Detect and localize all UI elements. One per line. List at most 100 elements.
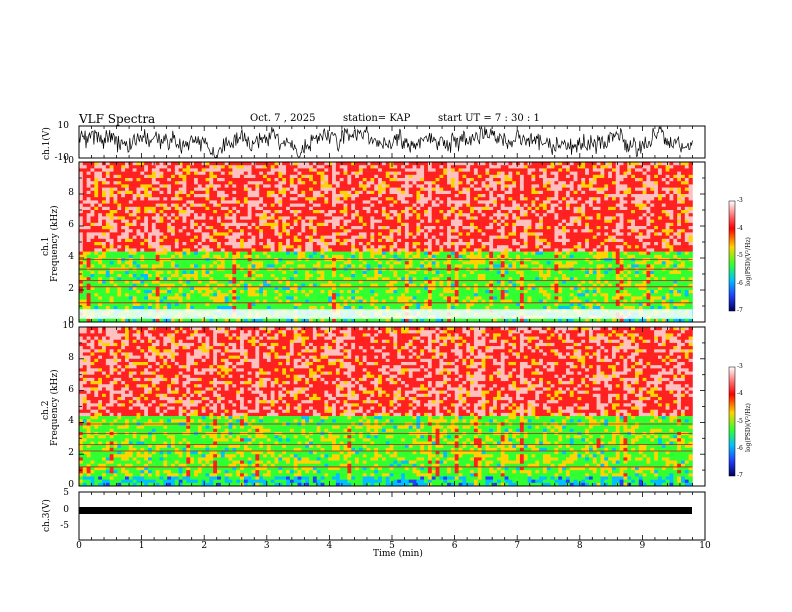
spectrogram-cell <box>224 261 229 265</box>
spectrogram-cell <box>117 264 122 268</box>
spectrogram-cell <box>293 187 298 192</box>
spectrogram-cell <box>385 254 390 259</box>
spectrogram-cell <box>213 165 218 169</box>
spectrogram-cell <box>251 206 256 211</box>
spectrogram-cell <box>213 184 218 188</box>
spectrogram-cell <box>443 302 448 307</box>
spectrogram-cell <box>266 296 272 300</box>
spectrogram-cell <box>159 254 164 259</box>
spectrogram-cell <box>351 293 356 297</box>
spectrogram-cell <box>412 165 417 169</box>
spectrogram-cell <box>412 318 417 323</box>
spectrogram-cell <box>236 213 241 217</box>
spectrogram-cell <box>263 200 268 204</box>
spectrogram-cell <box>447 194 452 198</box>
spectrogram-cell <box>117 206 122 211</box>
spectrogram-cell <box>431 286 436 291</box>
spectrogram-cell <box>159 283 164 288</box>
spectrogram-cell <box>312 261 318 265</box>
spectrogram-cell <box>151 264 156 268</box>
spectrogram-cell <box>286 206 291 211</box>
spectrogram-cell <box>109 274 114 278</box>
spectrogram-cell <box>174 245 179 249</box>
spectrogram-cell <box>339 242 344 246</box>
spectrogram-cell <box>286 277 291 281</box>
spectrogram-cell <box>305 318 310 323</box>
spectrogram-cell <box>251 226 256 230</box>
spectrogram-cell <box>355 235 360 240</box>
spectrogram-cell <box>236 286 241 291</box>
spectrogram-cell <box>347 229 352 233</box>
spectrogram-cell <box>335 222 341 227</box>
spectrogram-cell <box>366 302 371 307</box>
spectrogram-cell <box>228 210 233 214</box>
spectrogram-cell <box>447 178 452 182</box>
spectrogram-cell <box>362 213 367 217</box>
spectrogram-cell <box>374 171 379 176</box>
spectrogram-cell <box>320 181 325 185</box>
spectrogram-cell <box>389 174 394 179</box>
spectrogram-cell <box>374 222 379 227</box>
spectrogram-cell <box>117 216 122 220</box>
spectrogram-cell <box>278 178 283 182</box>
spectrogram-cell <box>125 280 130 284</box>
spectrogram-cell <box>312 222 318 227</box>
spectrogram-cell <box>132 254 137 259</box>
spectrogram-cell <box>328 187 333 192</box>
spectrogram-cell <box>450 229 456 233</box>
spectrogram-cell <box>286 290 291 294</box>
spectrogram-cell <box>270 274 275 278</box>
spectrogram-cell <box>263 197 268 201</box>
spectrogram-cell <box>236 178 241 182</box>
spectrogram-cell <box>113 184 118 188</box>
spectrogram-cell <box>132 216 137 220</box>
spectrogram-cell <box>144 299 149 304</box>
spectrogram-cell <box>205 203 210 208</box>
spectrogram-cell <box>197 171 202 176</box>
spectrogram-cell <box>171 226 176 230</box>
spectrogram-cell <box>125 232 130 236</box>
spectrogram-cell <box>159 165 164 169</box>
spectrogram-cell <box>286 251 291 256</box>
spectrogram-cell <box>159 318 164 323</box>
spectrogram-cell <box>270 210 275 214</box>
spectrogram-cell <box>113 238 118 243</box>
spectrogram-cell <box>435 181 440 185</box>
spectrogram-cell <box>182 203 187 208</box>
spectrogram-cell <box>178 280 183 284</box>
spectrogram-cell <box>289 187 295 192</box>
spectrogram-cell <box>209 306 214 310</box>
spectrogram-cell <box>443 254 448 259</box>
spectrogram-cell <box>381 174 387 179</box>
spectrogram-cell <box>427 210 433 214</box>
spectrogram-cell <box>94 187 99 192</box>
spectrogram-cell <box>240 165 245 169</box>
spectrogram-cell <box>301 226 306 230</box>
spectrogram-cell <box>370 286 375 291</box>
spectrogram-cell <box>309 222 314 227</box>
spectrogram-cell <box>447 296 452 300</box>
spectrogram-cell <box>148 242 153 246</box>
spectrogram-cell <box>247 203 252 208</box>
spectrogram-cell <box>259 187 264 192</box>
spectrogram-cell <box>366 264 371 268</box>
spectrogram-cell <box>79 299 84 304</box>
spectrogram-cell <box>113 194 118 198</box>
spectrogram-cell <box>236 162 241 166</box>
spectrogram-cell <box>236 238 241 243</box>
spectrogram-cell <box>397 318 402 323</box>
spectrogram-cell <box>186 171 191 176</box>
spectrogram-cell <box>332 264 337 268</box>
spectrogram-cell <box>358 238 364 243</box>
spectrogram-cell <box>102 213 107 217</box>
spectrogram-cell <box>320 270 325 275</box>
spectrogram-cell <box>240 299 245 304</box>
spectrogram-cell <box>309 238 314 243</box>
spectrogram-cell <box>167 184 172 188</box>
spectrogram-cell <box>174 251 179 256</box>
spectrogram-cell <box>332 219 337 224</box>
spectrogram-cell <box>117 229 122 233</box>
spectrogram-cell <box>240 216 245 220</box>
spectrogram-cell <box>305 222 310 227</box>
spectrogram-cell <box>201 171 206 176</box>
